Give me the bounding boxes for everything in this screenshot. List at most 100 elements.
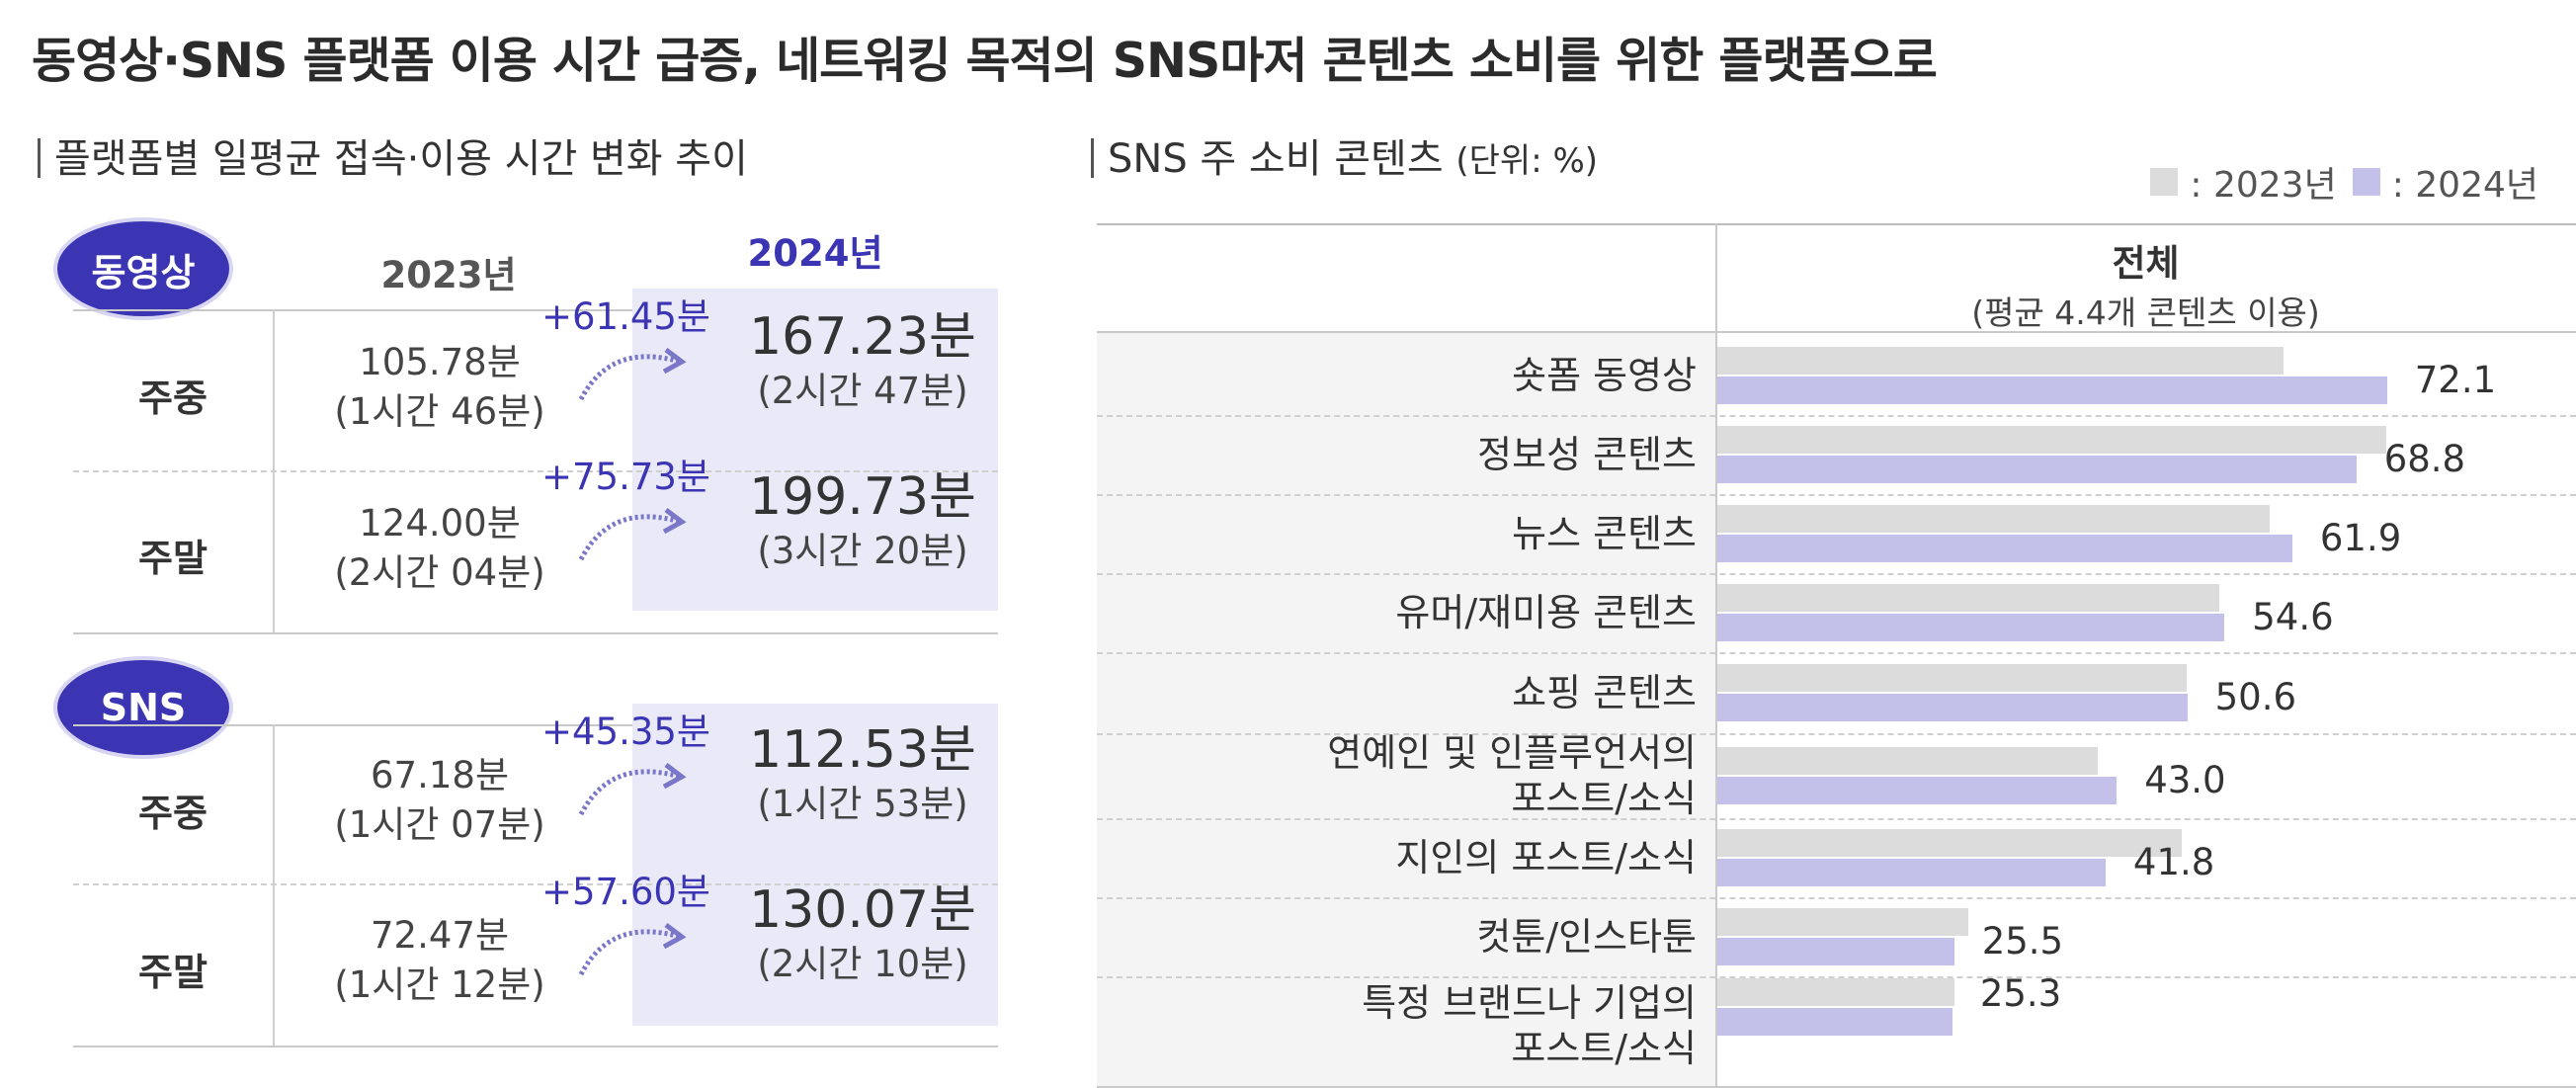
value-2023: 72.47분 (1시간 12분) xyxy=(296,911,583,1010)
increase-arrow-icon xyxy=(578,763,687,816)
left-title-text: 플랫폼별 일평균 접속·이용 시간 변화 추이 xyxy=(54,136,748,182)
value-2024-hours: (2시간 47분) xyxy=(757,370,968,412)
bar-2024 xyxy=(1717,456,2357,483)
value-2023-hours: (1시간 46분) xyxy=(334,390,545,433)
chart-row-divider xyxy=(1097,652,2576,654)
value-2024-min: 130.07분 xyxy=(749,880,976,940)
category-label: 유머/재미용 콘텐츠 xyxy=(1395,591,1697,634)
value-2023-hours: (1시간 07분) xyxy=(334,803,545,846)
left-section-title: 플랫폼별 일평균 접속·이용 시간 변화 추이 xyxy=(38,126,748,184)
category-label: 숏폼 동영상 xyxy=(1512,354,1697,397)
column-divider xyxy=(273,309,275,632)
bar-2024 xyxy=(1717,535,2292,562)
chart-header-border xyxy=(1097,331,2576,333)
value-2023: 105.78분 (1시간 46분) xyxy=(296,338,583,437)
bar-2023 xyxy=(1717,347,2285,375)
increase-arrow-icon xyxy=(578,923,687,976)
value-2024-hours: (1시간 53분) xyxy=(757,783,968,825)
category-video: 동영상 xyxy=(57,221,229,316)
chart-row-divider xyxy=(1097,573,2576,575)
value-2023: 124.00분 (2시간 04분) xyxy=(296,499,583,598)
category-label: 특정 브랜드나 기업의 포스트/소식 xyxy=(1362,981,1697,1070)
increase-arrow-icon xyxy=(578,508,687,561)
row-divider xyxy=(73,883,998,885)
bar-2023 xyxy=(1717,829,2182,857)
bar-2024 xyxy=(1717,777,2118,804)
row-label-weekday: 주중 xyxy=(138,792,208,835)
diff-value: +61.45분 xyxy=(541,295,710,338)
value-2024: 112.53분 (1시간 53분) xyxy=(719,719,1006,828)
column-divider xyxy=(273,724,275,1046)
category-label: 컷툰/인스타툰 xyxy=(1476,915,1697,959)
label-column-bg xyxy=(1097,331,1716,1087)
chart-row-divider xyxy=(1097,494,2576,496)
bar-2023 xyxy=(1717,664,2187,692)
diff-value: +45.35분 xyxy=(541,711,710,753)
bar-2024 xyxy=(1717,938,1954,965)
title-bar xyxy=(38,138,41,178)
category-sns: SNS xyxy=(57,660,229,755)
legend: : 2023년 : 2024년 xyxy=(2150,156,2538,208)
value-2023-hours: (1시간 12분) xyxy=(334,963,545,1006)
diff-value: +57.60분 xyxy=(541,871,710,913)
bar-2023 xyxy=(1717,978,1954,1006)
bar-2024 xyxy=(1717,859,2106,886)
bar-value-label: 68.8 xyxy=(2383,438,2466,480)
bar-value-label: 25.3 xyxy=(1979,972,2062,1015)
category-label: 지인의 포스트/소식 xyxy=(1395,836,1697,879)
bar-value-label: 25.5 xyxy=(1981,920,2064,962)
value-2024-min: 112.53분 xyxy=(749,720,976,780)
value-2024-min: 167.23분 xyxy=(749,307,976,367)
value-2023-min: 105.78분 xyxy=(359,341,521,383)
legend-label-2024: : 2024년 xyxy=(2391,165,2538,206)
shade-2024-video xyxy=(632,289,998,611)
row-divider xyxy=(73,724,632,726)
chart-header-subtitle: (평균 4.4개 콘텐츠 이용) xyxy=(1971,293,2320,332)
right-title-text: SNS 주 소비 콘텐츠 xyxy=(1108,136,1444,182)
row-divider xyxy=(73,470,998,472)
year-header-2024: 2024년 xyxy=(747,232,883,275)
value-2023-min: 72.47분 xyxy=(371,914,509,957)
chart-row-divider xyxy=(1097,733,2576,735)
value-2023-min: 124.00분 xyxy=(359,502,521,544)
shade-2024-sns xyxy=(632,704,998,1026)
bar-2023 xyxy=(1717,908,1968,936)
chart-axis xyxy=(1715,223,1717,1087)
unit-label: (단위: %) xyxy=(1455,141,1599,181)
row-divider xyxy=(73,1046,998,1047)
chart-header: 전체 (평균 4.4개 콘텐츠 이용) xyxy=(1715,233,2576,334)
legend-swatch-2024 xyxy=(2352,168,2380,196)
bar-value-label: 41.8 xyxy=(2132,841,2215,883)
bar-value-label: 54.6 xyxy=(2252,596,2334,638)
bar-2024 xyxy=(1717,694,2188,721)
chart-header-title: 전체 xyxy=(2112,242,2180,285)
main-title: 동영상·SNS 플랫폼 이용 시간 급증, 네트워킹 목적의 SNS마저 콘텐츠… xyxy=(32,33,1938,89)
bar-value-label: 50.6 xyxy=(2214,676,2297,718)
chart-row-divider xyxy=(1097,818,2576,820)
chart-row-divider xyxy=(1097,897,2576,899)
year-header-2023: 2023년 xyxy=(380,254,517,296)
row-divider xyxy=(73,632,998,634)
value-2024-hours: (3시간 20분) xyxy=(757,530,968,572)
value-2024-min: 199.73분 xyxy=(749,467,976,527)
category-label: 정보성 콘텐츠 xyxy=(1477,433,1697,476)
row-label-weekday: 주중 xyxy=(138,377,208,420)
value-2023-min: 67.18분 xyxy=(371,754,509,796)
value-2024-hours: (2시간 10분) xyxy=(757,943,968,985)
title-bar xyxy=(1091,138,1094,178)
value-2024: 167.23분 (2시간 47분) xyxy=(719,306,1006,415)
row-label-weekend: 주말 xyxy=(138,951,208,994)
category-label: 연예인 및 인플루언서의 포스트/소식 xyxy=(1327,731,1697,820)
increase-arrow-icon xyxy=(578,348,687,401)
category-label: 뉴스 콘텐츠 xyxy=(1512,512,1697,555)
right-section-title: SNS 주 소비 콘텐츠 (단위: %) xyxy=(1091,126,1598,184)
chart-row-divider xyxy=(1097,976,2576,978)
bar-2023 xyxy=(1717,426,2386,454)
bar-2023 xyxy=(1717,584,2219,612)
value-2024: 199.73분 (3시간 20분) xyxy=(719,466,1006,575)
bar-value-label: 43.0 xyxy=(2144,759,2226,801)
value-2023: 67.18분 (1시간 07분) xyxy=(296,751,583,850)
bar-2024 xyxy=(1717,377,2387,404)
bar-2023 xyxy=(1717,505,2271,533)
value-2023-hours: (2시간 04분) xyxy=(334,551,545,594)
